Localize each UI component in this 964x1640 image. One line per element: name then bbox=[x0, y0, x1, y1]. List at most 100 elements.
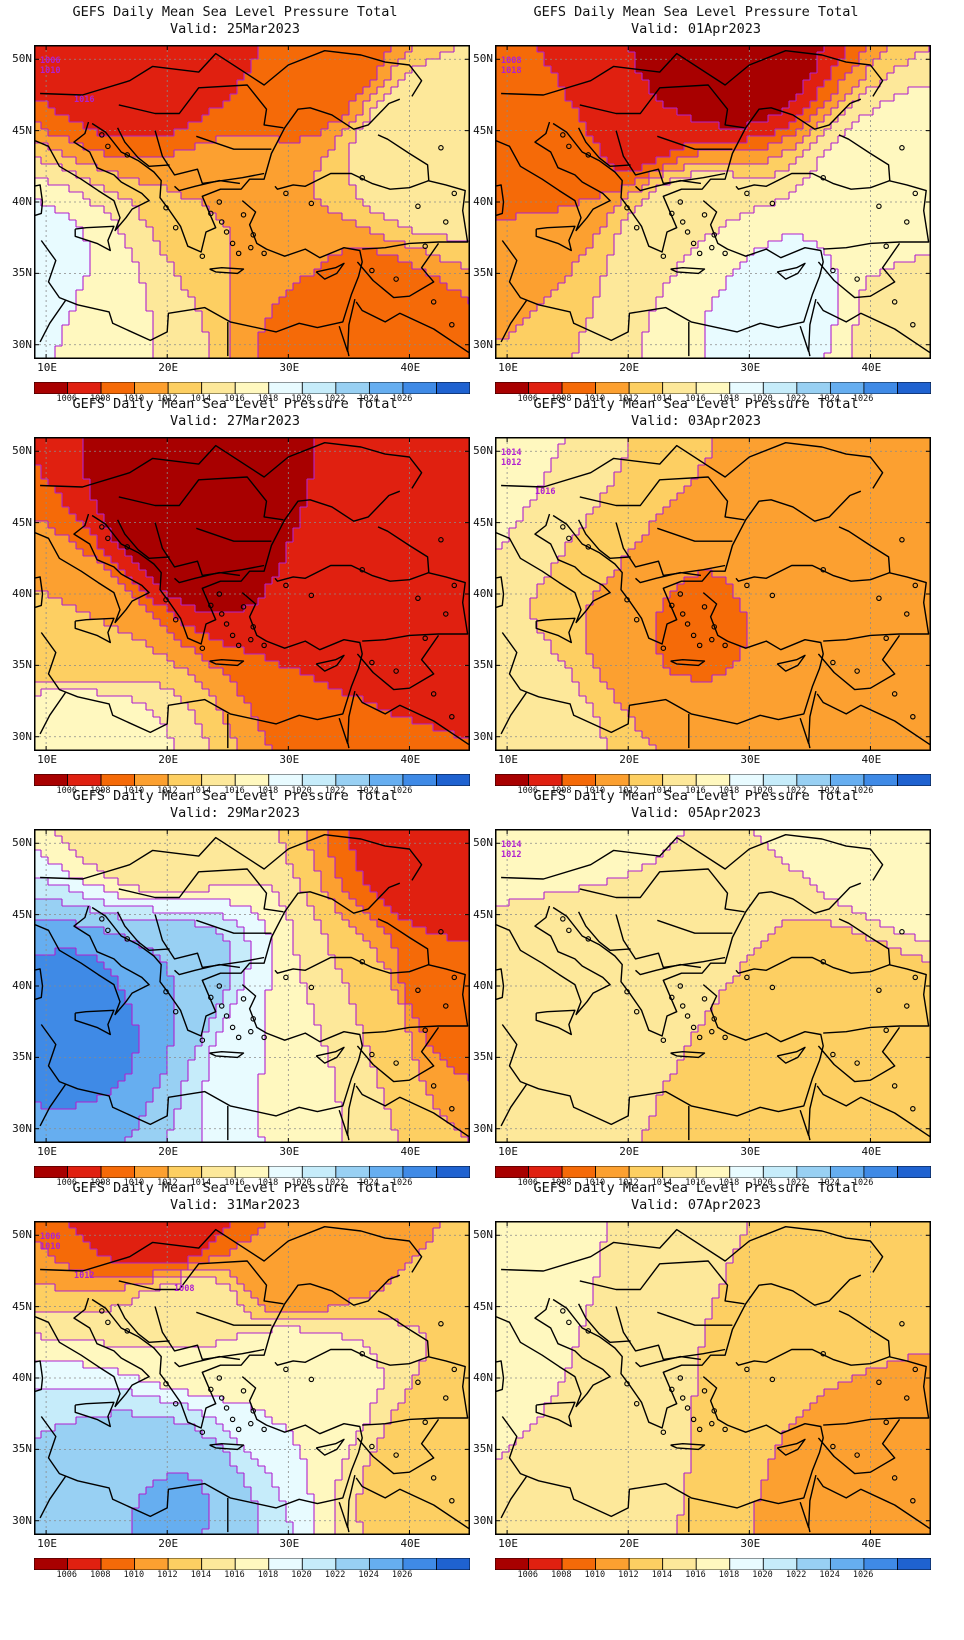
lat-tick-label: 30N bbox=[2, 730, 32, 743]
colorbar-label: 1024 bbox=[819, 1570, 839, 1580]
colorbar-label: 1020 bbox=[291, 1178, 311, 1188]
lat-tick-label: 40N bbox=[463, 588, 493, 600]
lat-tick-label: 40N bbox=[2, 588, 32, 600]
colorbar-label: 1024 bbox=[358, 786, 378, 796]
lat-tick-label: 35N bbox=[463, 1443, 493, 1455]
lon-tick-label: 20E bbox=[158, 1538, 178, 1550]
lat-tick-label: 35N bbox=[463, 1051, 493, 1063]
isobar-lines bbox=[495, 45, 931, 359]
colorbar bbox=[33, 771, 471, 787]
colorbar-label: 1024 bbox=[819, 394, 839, 404]
lon-tick-label: 10E bbox=[37, 1538, 57, 1550]
colorbar-label: 1008 bbox=[90, 786, 110, 796]
colorbar-label: 1006 bbox=[57, 1570, 77, 1580]
colorbar bbox=[494, 379, 932, 395]
colorbar-label: 1024 bbox=[819, 1178, 839, 1188]
lat-tick-label: 40N bbox=[2, 196, 32, 208]
graticule bbox=[495, 437, 931, 751]
coastlines bbox=[495, 1225, 931, 1533]
colorbar-swatch bbox=[662, 1557, 697, 1571]
colorbar-label: 1008 bbox=[551, 786, 571, 796]
lat-tick-label: 45N bbox=[2, 908, 32, 921]
colorbar-label: 1016 bbox=[685, 1178, 705, 1188]
map-canvas bbox=[34, 437, 470, 751]
colorbar-label: 1008 bbox=[90, 1570, 110, 1580]
lat-tick-label: 30N bbox=[463, 730, 493, 743]
colorbar-swatches bbox=[494, 773, 932, 787]
lon-tick-label: 10E bbox=[498, 1146, 518, 1158]
colorbar-label: 1018 bbox=[719, 1178, 739, 1188]
map-panel-05Apr2023: GEFS Daily Mean Sea Level Pressure Total… bbox=[461, 784, 932, 1194]
colorbar-label: 1012 bbox=[157, 1178, 177, 1188]
colorbar-swatch bbox=[402, 1557, 437, 1571]
colorbar-swatch bbox=[863, 1557, 898, 1571]
colorbar-label: 1008 bbox=[551, 394, 571, 404]
lat-tick-label: 50N bbox=[2, 445, 32, 457]
colorbar-label: 1014 bbox=[652, 786, 672, 796]
lat-tick-label: 40N bbox=[463, 196, 493, 208]
panel-title: GEFS Daily Mean Sea Level Pressure Total bbox=[0, 4, 470, 21]
colorbar-label: 1020 bbox=[752, 1570, 772, 1580]
contour-label: 1018 bbox=[501, 66, 521, 76]
colorbar-label: 1024 bbox=[358, 1570, 378, 1580]
graticule bbox=[495, 1221, 931, 1535]
lat-tick-label: 50N bbox=[2, 837, 32, 849]
map-panel-29Mar2023: GEFS Daily Mean Sea Level Pressure Total… bbox=[0, 784, 471, 1194]
lat-tick-label: 40N bbox=[463, 980, 493, 992]
map-canvas bbox=[34, 829, 470, 1143]
colorbar-label: 1008 bbox=[90, 1178, 110, 1188]
contour-label: 1006 bbox=[40, 56, 60, 66]
colorbar-label: 1010 bbox=[124, 394, 144, 404]
colorbar-swatch bbox=[335, 1557, 370, 1571]
lon-tick-label: 30E bbox=[279, 362, 299, 374]
colorbar-label: 1012 bbox=[157, 1570, 177, 1580]
colorbar-label: 1026 bbox=[853, 786, 873, 796]
colorbar-label: 1024 bbox=[358, 394, 378, 404]
colorbar-label: 1014 bbox=[652, 1570, 672, 1580]
colorbar-label: 1008 bbox=[551, 1178, 571, 1188]
colorbar-swatches bbox=[494, 1165, 932, 1179]
graticule bbox=[34, 45, 470, 359]
pressure-map bbox=[34, 829, 470, 1143]
colorbar-label: 1022 bbox=[325, 394, 345, 404]
lat-tick-label: 50N bbox=[463, 53, 493, 65]
colorbar-label: 1016 bbox=[685, 1570, 705, 1580]
panel-valid-date: Valid: 27Mar2023 bbox=[0, 413, 470, 430]
colorbar-swatches bbox=[33, 1165, 471, 1179]
lon-tick-label: 10E bbox=[498, 1538, 518, 1550]
colorbar-swatch bbox=[301, 1557, 337, 1571]
lat-tick-label: 50N bbox=[2, 53, 32, 65]
colorbar bbox=[33, 379, 471, 395]
colorbar-swatches bbox=[33, 773, 471, 787]
lat-tick-label: 35N bbox=[463, 267, 493, 279]
lat-tick-label: 35N bbox=[2, 659, 32, 671]
colorbar-swatch bbox=[134, 1557, 169, 1571]
lat-tick-label: 30N bbox=[463, 1122, 493, 1135]
colorbar-label: 1020 bbox=[291, 786, 311, 796]
pressure-map: 1006 1010 1012 1008 bbox=[34, 1221, 470, 1535]
colorbar-label: 1014 bbox=[191, 786, 211, 796]
colorbar-label: 1006 bbox=[57, 1178, 77, 1188]
pressure-field bbox=[34, 829, 470, 1143]
lon-tick-label: 40E bbox=[861, 754, 881, 766]
lat-tick-label: 35N bbox=[2, 1051, 32, 1063]
map-panel-03Apr2023: GEFS Daily Mean Sea Level Pressure Total… bbox=[461, 392, 932, 802]
lat-tick-label: 45N bbox=[2, 1300, 32, 1313]
lat-tick-label: 40N bbox=[463, 1372, 493, 1384]
colorbar-label: 1024 bbox=[358, 1178, 378, 1188]
panel-title: GEFS Daily Mean Sea Level Pressure Total bbox=[0, 396, 470, 413]
isobar-lines bbox=[34, 437, 470, 751]
colorbar-label: 1022 bbox=[786, 1178, 806, 1188]
pressure-map: 1014 1012 1016 bbox=[495, 437, 931, 751]
pressure-field bbox=[34, 1221, 470, 1535]
panel-title: GEFS Daily Mean Sea Level Pressure Total bbox=[461, 788, 931, 805]
colorbar-label: 1018 bbox=[258, 394, 278, 404]
panel-valid-date: Valid: 07Apr2023 bbox=[461, 1197, 931, 1214]
lon-tick-label: 10E bbox=[498, 754, 518, 766]
colorbar-label: 1016 bbox=[224, 1178, 244, 1188]
panel-title: GEFS Daily Mean Sea Level Pressure Total bbox=[461, 1180, 931, 1197]
pressure-field bbox=[495, 437, 931, 751]
colorbar-label: 1012 bbox=[157, 786, 177, 796]
